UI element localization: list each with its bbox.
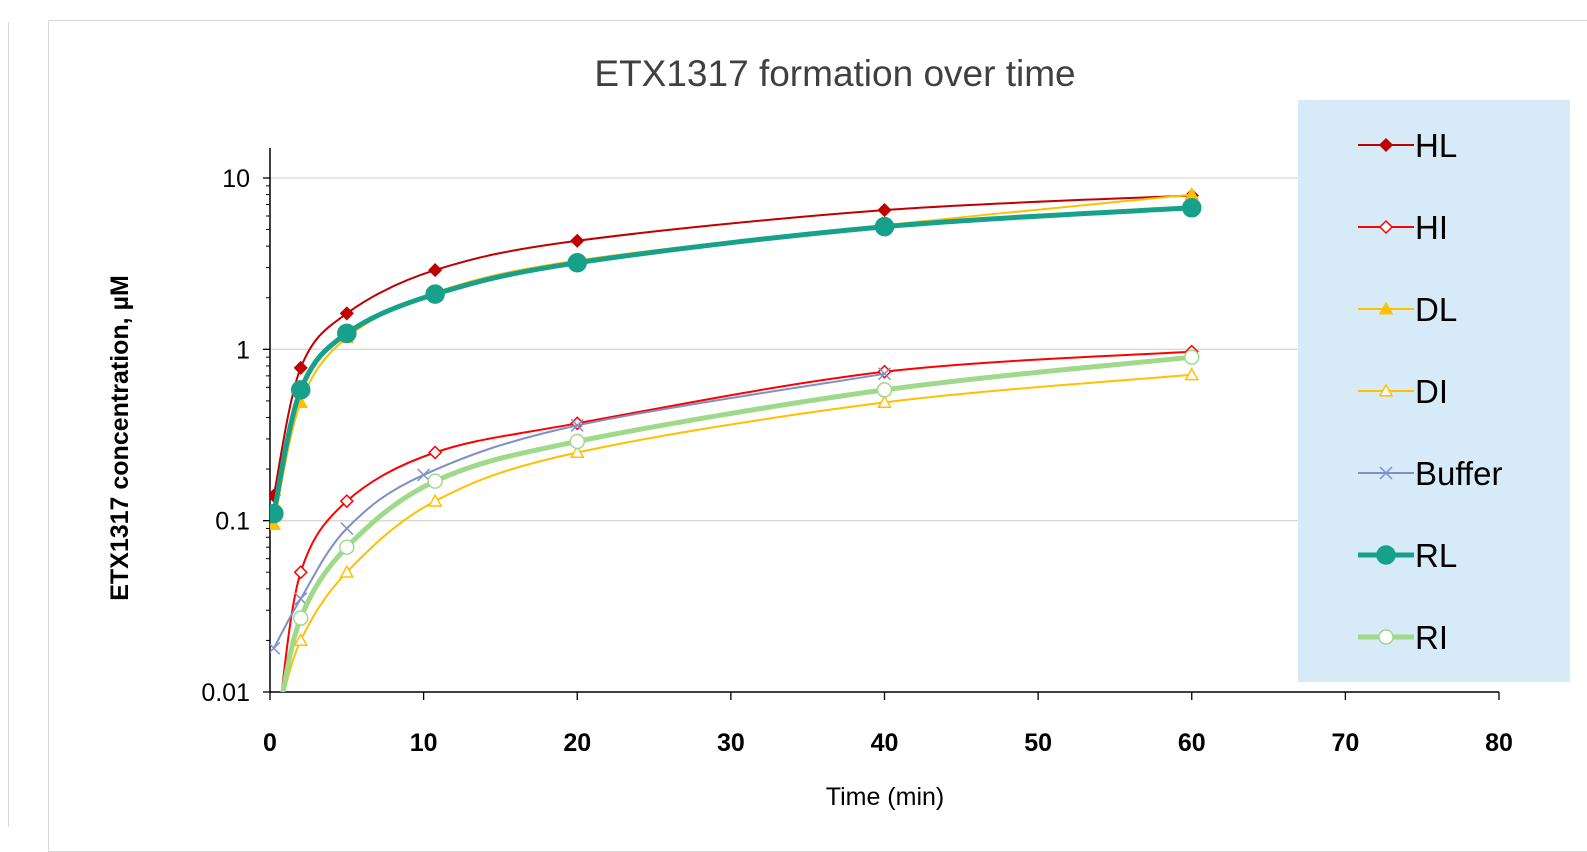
- point-ri: [292, 610, 309, 626]
- legend-item-rl: RL: [1358, 537, 1457, 574]
- point-rl: [425, 284, 445, 304]
- legend-item-dl: DL: [1358, 291, 1457, 328]
- chart-svg: ETX1317 formation over time 0.01 0.1 1 10 0…: [106, 53, 1570, 811]
- point-di: [339, 564, 355, 578]
- point-hl: [877, 202, 892, 218]
- point-hl: [570, 233, 585, 248]
- point-rl: [1182, 198, 1202, 218]
- x-stroke: [270, 641, 281, 654]
- legend-swatch-marker: [1378, 629, 1394, 645]
- point-hi: [339, 494, 354, 509]
- y-tick-labels: 0.01 0.1 1 10: [201, 165, 250, 707]
- gridlines: [270, 177, 1298, 522]
- point-buffer: [340, 521, 354, 536]
- series-di: [283, 367, 1200, 692]
- x-stroke: [1379, 466, 1393, 480]
- x-tick-label: 50: [1024, 729, 1052, 757]
- axes: [263, 148, 1500, 700]
- legend-box: [1298, 100, 1570, 682]
- legend-label: HI: [1415, 209, 1448, 246]
- point-hi: [570, 416, 585, 431]
- legend-item-di: DI: [1358, 373, 1448, 410]
- legend-label: RL: [1415, 537, 1457, 574]
- x-tick-label: 40: [871, 729, 899, 757]
- plot-series: [270, 187, 1202, 692]
- legend: HL HI DL DI Buffer RL RI: [1358, 127, 1502, 656]
- series-line-rl: [271, 205, 1192, 515]
- x-stroke: [340, 521, 354, 536]
- legend-swatch-marker: [1378, 219, 1394, 235]
- point-hl: [293, 360, 308, 375]
- point-hl: [339, 306, 354, 321]
- legend-swatch-marker: [1379, 466, 1393, 480]
- y-tick-label: 10: [222, 165, 250, 193]
- x-stroke: [417, 468, 431, 482]
- legend-label: HL: [1415, 127, 1457, 164]
- series-buffer: [270, 367, 892, 655]
- legend-swatch-marker: [1378, 137, 1394, 153]
- point-di: [877, 394, 892, 408]
- point-ri: [1184, 349, 1200, 365]
- series-hl: [270, 188, 1199, 503]
- legend-label: Buffer: [1415, 455, 1502, 492]
- point-rl: [567, 253, 587, 273]
- x-axis-label: Time (min): [826, 783, 945, 811]
- point-buffer: [417, 468, 431, 482]
- legend-item-buffer: Buffer: [1358, 455, 1502, 492]
- point-buffer: [294, 592, 308, 606]
- x-tick-label: 0: [263, 729, 277, 757]
- legend-item-hl: HL: [1358, 127, 1457, 164]
- y-tick-label: 0.01: [201, 679, 250, 707]
- point-buffer: [877, 367, 892, 381]
- x-stroke: [294, 592, 308, 606]
- x-tick-label: 20: [563, 729, 591, 757]
- series-line-di: [283, 373, 1192, 692]
- point-di: [1184, 367, 1200, 381]
- point-hi: [877, 364, 892, 379]
- point-ri: [427, 473, 443, 489]
- point-di: [293, 632, 308, 646]
- x-tick-labels: 0 10 20 30 40 50 60 70 80: [263, 729, 1513, 757]
- point-hi: [428, 445, 443, 460]
- legend-swatch-marker: [1378, 301, 1394, 315]
- x-stroke: [877, 367, 892, 381]
- legend-item-hi: HI: [1358, 209, 1448, 246]
- x-tick-label: 80: [1485, 729, 1513, 757]
- point-rl: [874, 216, 895, 237]
- x-tick-label: 70: [1331, 729, 1359, 757]
- series-line-hi: [280, 350, 1192, 692]
- point-ri: [339, 539, 355, 555]
- x-tick-label: 10: [410, 729, 438, 757]
- point-di: [427, 493, 443, 507]
- chart-title: ETX1317 formation over time: [594, 53, 1075, 94]
- point-buffer: [570, 418, 584, 432]
- legend-swatch-marker: [1376, 545, 1396, 565]
- adjacent-panel-edge: [0, 22, 9, 827]
- series-line-ri: [280, 354, 1193, 692]
- series-hi: [280, 344, 1199, 692]
- y-tick-label: 0.1: [215, 508, 250, 536]
- point-ri: [569, 433, 585, 450]
- x-stroke: [570, 418, 584, 432]
- point-buffer: [270, 641, 281, 655]
- legend-label: DI: [1415, 373, 1448, 410]
- point-rl: [290, 380, 311, 400]
- series-rl: [270, 198, 1202, 524]
- legend-label: DL: [1415, 291, 1457, 328]
- point-rl: [270, 503, 284, 524]
- legend-item-ri: RI: [1358, 619, 1448, 656]
- y-tick-label: 1: [236, 336, 250, 364]
- legend-swatch-marker: [1378, 383, 1394, 397]
- x-tick-label: 30: [717, 729, 745, 757]
- point-di: [569, 444, 585, 459]
- point-hi: [293, 565, 308, 580]
- point-rl: [337, 323, 357, 344]
- y-axis-label: ETX1317 concentration, µM: [106, 275, 134, 601]
- x-tick-label: 60: [1178, 729, 1206, 757]
- point-hl: [428, 263, 443, 278]
- point-ri: [876, 382, 893, 398]
- legend-label: RI: [1415, 619, 1448, 656]
- series-ri: [280, 349, 1200, 692]
